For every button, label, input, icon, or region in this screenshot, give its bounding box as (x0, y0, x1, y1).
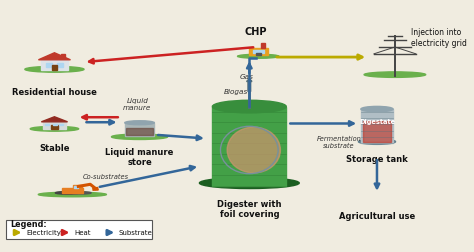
Polygon shape (38, 53, 71, 60)
Bar (212, 107, 286, 185)
Bar (46, 124, 49, 125)
Bar (256, 53, 261, 55)
Text: Stable: Stable (39, 144, 70, 153)
Bar (43, 122, 65, 129)
Text: Agricultural use: Agricultural use (339, 212, 415, 222)
Bar (46, 63, 52, 67)
Bar (60, 124, 63, 125)
Polygon shape (93, 187, 98, 190)
Text: Digestate: Digestate (359, 119, 395, 125)
Ellipse shape (227, 127, 281, 173)
Ellipse shape (71, 192, 91, 194)
Text: Biogas: Biogas (224, 89, 248, 95)
Bar (51, 125, 58, 129)
FancyArrow shape (246, 79, 252, 91)
Text: Electricity: Electricity (26, 230, 61, 236)
Text: Receiving area: Receiving area (37, 220, 108, 229)
Ellipse shape (361, 106, 393, 112)
Ellipse shape (200, 177, 299, 188)
Ellipse shape (25, 67, 84, 72)
Ellipse shape (125, 121, 155, 125)
Ellipse shape (30, 127, 79, 131)
Bar (54, 124, 57, 125)
Text: Digester with
foil covering: Digester with foil covering (217, 200, 282, 219)
Text: Storage tank: Storage tank (346, 155, 408, 164)
Ellipse shape (364, 72, 426, 77)
Bar (61, 54, 65, 58)
Ellipse shape (358, 139, 395, 144)
Ellipse shape (111, 134, 168, 140)
Text: Residential house: Residential house (12, 88, 97, 98)
Bar (361, 109, 393, 143)
Bar (125, 123, 155, 136)
Text: Liquid manure
store: Liquid manure store (105, 148, 174, 167)
Text: Liquid
manure: Liquid manure (123, 98, 152, 111)
Bar (74, 186, 78, 188)
Text: Legend:: Legend: (10, 220, 47, 229)
Bar (62, 188, 82, 193)
Bar (52, 65, 57, 70)
Polygon shape (41, 117, 68, 122)
Bar (126, 128, 153, 135)
Text: Gas: Gas (239, 74, 253, 80)
Ellipse shape (237, 54, 279, 58)
Bar (249, 48, 268, 55)
Text: Heat: Heat (74, 230, 91, 236)
Ellipse shape (55, 192, 79, 194)
FancyBboxPatch shape (6, 220, 152, 239)
Text: Substrate: Substrate (119, 230, 153, 236)
Text: CHP: CHP (245, 27, 267, 37)
Ellipse shape (38, 192, 107, 197)
Text: Fermentation
substrate: Fermentation substrate (317, 136, 361, 149)
Bar (73, 185, 82, 188)
Text: Co-substrates: Co-substrates (83, 174, 129, 180)
Bar (363, 121, 392, 142)
Ellipse shape (212, 100, 286, 113)
Text: Injection into
electricity grid: Injection into electricity grid (410, 28, 466, 48)
Bar (261, 43, 265, 48)
Bar (41, 60, 68, 70)
Bar (253, 50, 264, 53)
Bar (57, 63, 63, 67)
